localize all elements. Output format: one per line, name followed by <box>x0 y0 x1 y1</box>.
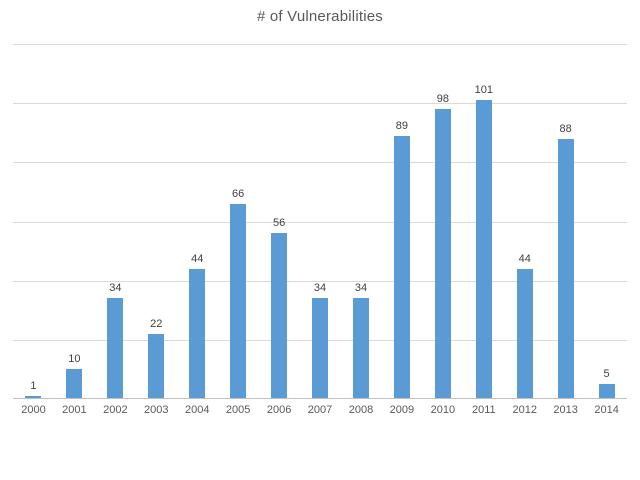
bar-2001 <box>66 369 83 399</box>
x-tick-label-2002: 2002 <box>103 404 128 416</box>
bar-column-2012: 44 <box>504 44 545 399</box>
bar-value-label-2001: 10 <box>68 353 81 366</box>
x-tick-label-2008: 2008 <box>348 404 374 416</box>
plot-area: 1 10 34 22 44 66 56 34 34 89 98 101 44 88 5 <box>13 44 627 399</box>
bar-2010 <box>434 109 451 399</box>
bar-value-label-2013: 88 <box>559 122 572 135</box>
x-tick-label-2007: 2007 <box>307 404 333 416</box>
x-tick-label-2005: 2005 <box>225 404 251 416</box>
bar-2002 <box>107 298 124 399</box>
bar-value-label-2010: 98 <box>436 93 449 106</box>
bar-value-label-2007: 34 <box>313 282 327 295</box>
bar-column-2001: 10 <box>54 44 95 399</box>
bar-column-2005: 66 <box>218 44 259 399</box>
bar-2006 <box>271 233 288 399</box>
gridline-80 <box>13 162 627 164</box>
bar-column-2011: 101 <box>463 44 504 399</box>
x-axis-line <box>13 398 627 399</box>
bar-2014 <box>598 384 615 399</box>
x-tick-label-2000: 2000 <box>21 404 46 416</box>
bar-value-label-2009: 89 <box>395 119 409 132</box>
bar-value-label-2000: 1 <box>30 380 37 393</box>
gridline-60 <box>13 221 627 223</box>
bar-value-label-2003: 22 <box>150 317 163 330</box>
chart-title: # of Vulnerabilities <box>256 8 383 25</box>
bar-value-label-2011: 101 <box>474 84 493 97</box>
x-tick-label-2013: 2013 <box>553 404 578 416</box>
bar-value-label-2012: 44 <box>518 252 531 265</box>
bar-2005 <box>230 203 247 399</box>
x-tick-label-2001: 2001 <box>62 404 87 416</box>
bar-column-2009: 89 <box>381 44 422 399</box>
bar-column-2000: 1 <box>13 44 54 399</box>
bar-2009 <box>393 135 410 399</box>
bar-value-label-2004: 44 <box>191 252 204 265</box>
x-tick-label-2010: 2010 <box>430 404 456 416</box>
x-axis-labels: 2000 2001 2002 2003 2004 2005 2006 2007 2008 2009… <box>13 404 627 416</box>
bar-column-2010: 98 <box>422 44 463 399</box>
bar-column-2013: 88 <box>545 44 586 399</box>
gridline-40 <box>13 280 627 282</box>
bar-2004 <box>189 268 206 399</box>
bar-2007 <box>312 298 329 399</box>
x-tick-label-2014: 2014 <box>594 404 619 416</box>
x-tick-label-2006: 2006 <box>266 404 292 416</box>
bar-value-label-2008: 34 <box>354 282 368 295</box>
bar-2013 <box>557 138 574 399</box>
bar-2000 <box>25 396 42 399</box>
x-tick-label-2011: 2011 <box>471 404 496 416</box>
bar-2003 <box>148 333 165 399</box>
bar-column-2014: 5 <box>586 44 627 399</box>
x-tick-label-2004: 2004 <box>184 404 210 416</box>
bar-2011 <box>475 100 492 399</box>
gridline-100 <box>13 103 627 105</box>
bar-value-label-2006: 56 <box>272 217 286 230</box>
bar-value-label-2014: 5 <box>603 368 610 381</box>
x-tick-label-2003: 2003 <box>144 404 169 416</box>
bars-layer: 1 10 34 22 44 66 56 34 34 89 98 101 44 88 5 <box>13 44 627 399</box>
bar-column-2008: 34 <box>341 44 382 399</box>
x-tick-label-2012: 2012 <box>512 404 537 416</box>
bar-2008 <box>352 298 369 399</box>
bar-value-label-2005: 66 <box>232 187 245 200</box>
gridline-120 <box>13 44 627 45</box>
bar-column-2002: 34 <box>95 44 136 399</box>
bar-2012 <box>516 268 533 399</box>
bar-column-2006: 56 <box>259 44 300 399</box>
bar-value-label-2002: 34 <box>109 282 122 295</box>
x-tick-label-2009: 2009 <box>389 404 415 416</box>
bar-column-2004: 44 <box>177 44 218 399</box>
bar-column-2007: 34 <box>300 44 341 399</box>
bar-column-2003: 22 <box>136 44 177 399</box>
